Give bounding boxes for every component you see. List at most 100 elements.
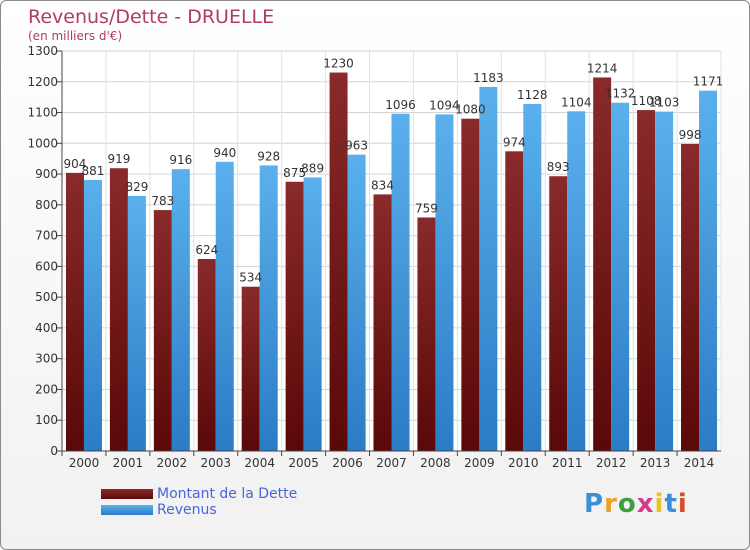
chart-subtitle: (en milliers d'€)	[28, 29, 123, 43]
bar-debt	[241, 286, 260, 451]
bar-debt	[461, 118, 480, 451]
data-label-debt: 783	[151, 194, 174, 208]
legend-label-revenue: Revenus	[157, 502, 217, 518]
y-tick-label: 500	[35, 290, 58, 304]
y-tick-label: 800	[35, 198, 58, 212]
data-label-debt: 834	[371, 178, 394, 192]
legend-swatch-revenue	[101, 505, 153, 515]
bar-revenue	[435, 114, 454, 451]
x-tick-label: 2001	[113, 456, 144, 470]
bar-debt	[153, 210, 172, 451]
data-label-revenue: 928	[257, 149, 280, 163]
y-tick-label: 900	[35, 167, 58, 181]
logo-letter: r	[604, 489, 618, 519]
logo-letter: i	[654, 489, 665, 519]
bar-debt	[285, 181, 304, 451]
bar-debt	[681, 143, 700, 451]
data-label-debt: 875	[283, 166, 306, 180]
data-label-debt: 624	[195, 243, 218, 257]
legend-label-debt: Montant de la Dette	[157, 486, 298, 502]
data-label-debt: 1080	[455, 103, 486, 117]
y-tick-label: 300	[35, 352, 58, 366]
legend-swatch-debt	[101, 489, 153, 499]
bar-revenue	[171, 169, 190, 451]
bar-debt	[417, 217, 436, 451]
x-tick-label: 2000	[69, 456, 100, 470]
bar-debt	[505, 151, 524, 452]
bar-debt	[197, 259, 216, 451]
x-tick-label: 2012	[596, 456, 627, 470]
y-tick-label: 400	[35, 321, 58, 335]
data-label-revenue: 1183	[473, 71, 504, 85]
bar-revenue	[479, 87, 498, 451]
y-tick-label: 100	[35, 413, 58, 427]
bar-debt	[109, 168, 128, 451]
data-label-debt: 1214	[587, 61, 618, 75]
x-tick-label: 2006	[332, 456, 363, 470]
x-tick-label: 2003	[200, 456, 231, 470]
y-tick-label: 1300	[27, 44, 58, 58]
data-label-debt: 974	[503, 135, 526, 149]
x-tick-label: 2009	[464, 456, 495, 470]
data-label-revenue: 963	[345, 139, 368, 153]
logo-letter: i	[677, 489, 688, 519]
y-tick-label: 1200	[27, 75, 58, 89]
logo-letter: P	[584, 489, 605, 519]
data-label-debt: 1108	[631, 94, 662, 108]
x-tick-label: 2013	[640, 456, 671, 470]
bar-revenue	[259, 165, 278, 451]
bar-debt	[65, 172, 84, 451]
data-label-revenue: 916	[169, 153, 192, 167]
y-tick-label: 700	[35, 229, 58, 243]
x-tick-label: 2014	[684, 456, 715, 470]
bar-debt	[373, 194, 392, 451]
bar-revenue	[303, 177, 322, 451]
data-label-revenue: 829	[125, 180, 148, 194]
bar-revenue	[655, 111, 674, 451]
data-label-revenue: 889	[301, 161, 324, 175]
legend-item-debt: Montant de la Dette	[101, 486, 297, 502]
bar-debt	[329, 72, 348, 452]
bar-debt	[549, 176, 568, 451]
bar-revenue	[215, 161, 234, 451]
x-tick-label: 2004	[244, 456, 275, 470]
proxiti-logo: Proxiti	[584, 489, 688, 519]
logo-letter: t	[664, 489, 678, 519]
bar-revenue	[567, 111, 586, 452]
bar-revenue	[699, 90, 718, 451]
chart-legend: Montant de la Dette Revenus	[101, 486, 297, 518]
data-label-revenue: 1132	[605, 87, 636, 101]
x-tick-label: 2002	[157, 456, 188, 470]
x-tick-label: 2005	[288, 456, 319, 470]
y-tick-label: 1000	[27, 136, 58, 150]
data-label-debt: 759	[415, 201, 438, 215]
bar-revenue	[83, 179, 102, 451]
data-label-revenue: 1104	[561, 95, 592, 109]
x-tick-label: 2007	[376, 456, 407, 470]
data-label-debt: 1230	[323, 57, 354, 71]
logo-letter: x	[636, 489, 655, 519]
x-tick-label: 2008	[420, 456, 451, 470]
bar-revenue	[347, 154, 366, 451]
data-label-revenue: 940	[213, 146, 236, 160]
data-label-revenue: 1096	[385, 98, 416, 112]
bar-debt	[637, 110, 656, 452]
data-label-revenue: 1094	[429, 98, 460, 112]
data-label-revenue: 1103	[649, 96, 680, 110]
y-tick-label: 0	[50, 444, 58, 458]
logo-letter: o	[617, 489, 637, 519]
data-label-revenue: 1171	[693, 75, 724, 89]
bar-revenue	[127, 195, 146, 451]
data-label-debt: 998	[679, 128, 702, 142]
y-tick-label: 1100	[27, 106, 58, 120]
chart-title: Revenus/Dette - DRUELLE	[28, 6, 275, 28]
legend-item-revenue: Revenus	[101, 502, 297, 518]
x-tick-label: 2011	[552, 456, 583, 470]
data-label-revenue: 881	[82, 164, 105, 178]
data-label-debt: 919	[107, 152, 130, 166]
bar-revenue	[523, 103, 542, 451]
bar-debt	[593, 77, 612, 451]
bar-revenue	[391, 113, 410, 452]
